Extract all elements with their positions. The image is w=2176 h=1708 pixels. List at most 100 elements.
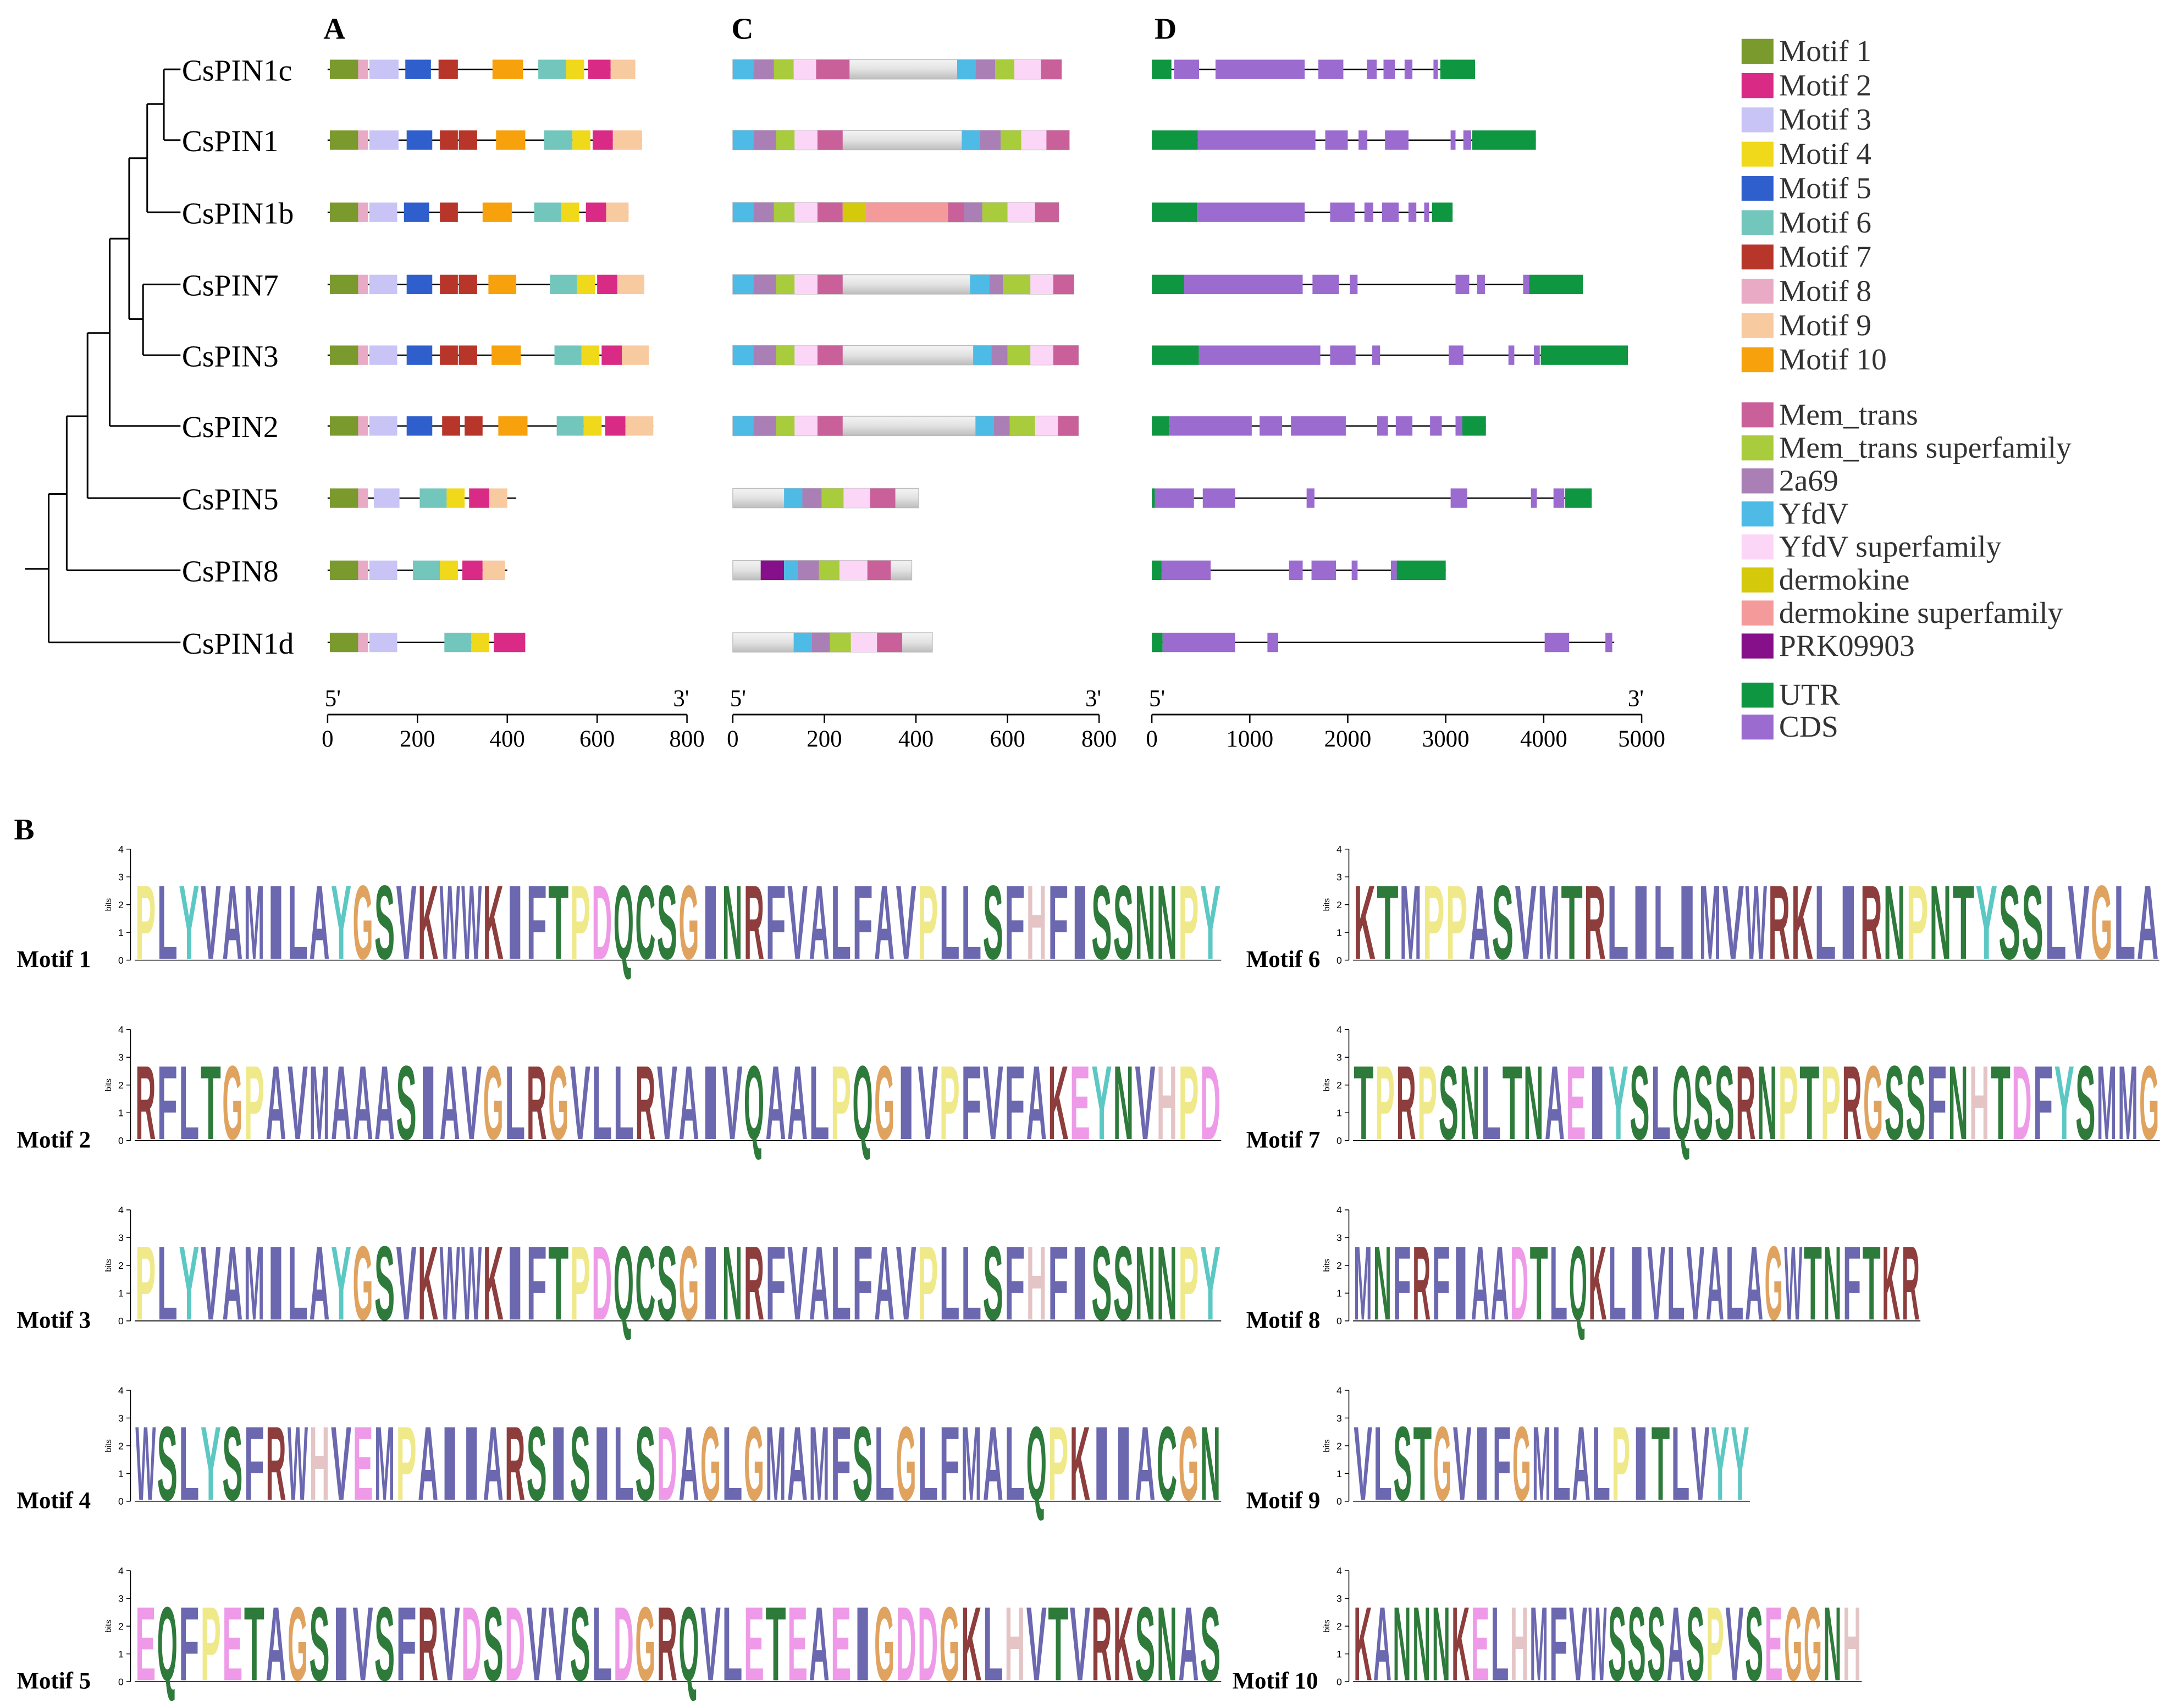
feature-block	[753, 59, 774, 79]
logo-letter: P	[1179, 1043, 1199, 1162]
logo-letter: S	[657, 863, 677, 981]
feature-block	[1152, 632, 1163, 653]
logo-letter: S	[570, 1404, 590, 1522]
logo-letter: T	[1799, 1043, 1819, 1162]
logo-letter: L	[1653, 863, 1675, 981]
logo-letter: S	[1745, 1585, 1763, 1703]
logo-letter: I	[592, 1404, 612, 1522]
logo-letter: M	[2097, 1043, 2117, 1162]
logo-letter: T	[1953, 863, 1974, 981]
logo-letter: C	[1157, 1404, 1177, 1522]
feature-block	[554, 345, 582, 365]
logo-letter: L	[592, 1043, 612, 1162]
feature-block	[440, 130, 458, 150]
tick-label: 3	[1336, 1232, 1342, 1243]
logo-letter: D	[2012, 1043, 2031, 1162]
feature-block	[459, 130, 477, 150]
legend-label: Motif 10	[1779, 343, 1887, 377]
logo-letter: R	[1768, 863, 1790, 981]
feature-block	[753, 130, 776, 150]
logo-letter: A	[1179, 1585, 1199, 1703]
logo-letter: E	[1566, 1043, 1586, 1162]
logo-letter: A	[1706, 1224, 1724, 1342]
logo-letter: K	[1048, 1043, 1068, 1162]
legend-swatch	[1741, 600, 1774, 626]
logo-letter: F	[766, 1224, 786, 1342]
feature-block	[1311, 560, 1336, 581]
logo-letter: V	[1686, 1224, 1704, 1342]
legend-swatch	[1741, 279, 1774, 304]
feature-block	[1529, 274, 1583, 295]
feature-block	[358, 416, 368, 436]
logo-letter: V	[2068, 863, 2089, 981]
logo-letter: P	[201, 1585, 221, 1703]
feature-block	[1021, 130, 1047, 150]
logo-letter: I	[700, 1043, 721, 1162]
axis-end-label: 5'	[730, 686, 746, 712]
logo-letter: R	[657, 1585, 677, 1703]
feature-block	[774, 202, 795, 222]
tree-branch	[163, 68, 181, 141]
feature-block	[753, 274, 776, 295]
feature-block	[1291, 416, 1346, 436]
logo-letter: V	[201, 1224, 221, 1342]
logo-letter: G	[896, 1404, 916, 1522]
logo-letter: A	[874, 1224, 894, 1342]
feature-block	[989, 274, 1003, 295]
logo-letter: L	[940, 1224, 960, 1342]
logo-letter: P	[244, 1043, 264, 1162]
tree-branch	[25, 493, 181, 644]
logo-letter: E	[222, 1585, 242, 1703]
feature-block	[760, 560, 785, 581]
logo-letter: L	[2114, 863, 2135, 981]
tick-label: 800	[1081, 726, 1117, 752]
feature-block	[1534, 345, 1540, 365]
logo-letter: S	[1439, 1043, 1459, 1162]
logo-letter: M	[1538, 863, 1560, 981]
logo-letter: K	[1070, 1404, 1090, 1522]
logo-letter: E	[831, 1585, 851, 1703]
logo-letter: H	[1157, 1043, 1177, 1162]
logo-letter: L	[1373, 1404, 1392, 1522]
feature-block	[577, 274, 595, 295]
logo-letter: E	[353, 1404, 373, 1522]
logo-letter: N	[1948, 1043, 1968, 1162]
logo-letter: V	[288, 1043, 308, 1162]
logo-letter: T	[1561, 863, 1582, 981]
logo-letter: F	[527, 863, 547, 981]
logo-letter: Y	[179, 863, 199, 981]
logo-letter: S	[1492, 863, 1514, 981]
tick-label: 1	[1336, 1468, 1342, 1479]
logo-letter: F	[961, 1043, 981, 1162]
feature-block	[957, 59, 976, 79]
logo-letter: V	[527, 1585, 547, 1703]
feature-block	[1455, 274, 1470, 295]
tick-label: 2	[118, 1080, 124, 1091]
logo-letter: V	[918, 1043, 938, 1162]
axis-end-label: 5'	[325, 686, 341, 712]
logo-letter: L	[2045, 863, 2066, 981]
logo-letter: S	[1693, 1043, 1713, 1162]
logo-letter: D	[918, 1585, 938, 1703]
logo-letter: D	[657, 1404, 677, 1522]
feature-block	[948, 202, 964, 222]
logo-letter: A	[1471, 1224, 1489, 1342]
logo-letter: N	[1523, 1043, 1543, 1162]
legend-label: 2a69	[1779, 464, 1838, 498]
feature-block	[1152, 130, 1198, 150]
logo-letter: I	[266, 863, 286, 981]
logo-letter: F	[1549, 1585, 1567, 1703]
logo-letter: S	[2075, 1043, 2095, 1162]
logo-letter: K	[1791, 863, 1813, 981]
logo-letter: A	[483, 1404, 504, 1522]
logo-letter: A	[331, 1043, 351, 1162]
gene-name: CsPIN1b	[182, 197, 294, 230]
feature-block	[1463, 130, 1472, 150]
logo-letter: G	[1784, 1585, 1802, 1703]
legend-label: Motif 4	[1779, 137, 1871, 171]
feature-block	[1197, 202, 1305, 222]
logo-letter: S	[1135, 1585, 1155, 1703]
tick-label: 0	[1336, 1676, 1342, 1687]
tick-label: 1	[1336, 1108, 1342, 1119]
